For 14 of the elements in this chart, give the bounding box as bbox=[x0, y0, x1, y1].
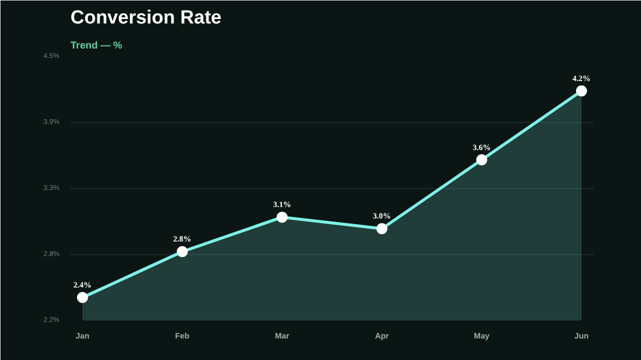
x-tick-label: Jan bbox=[76, 332, 90, 340]
x-tick-label: Jun bbox=[574, 332, 589, 340]
x-tick-label: May bbox=[474, 332, 490, 340]
chart-title: Conversion Rate bbox=[70, 8, 222, 28]
x-tick-label: Apr bbox=[375, 332, 389, 340]
data-label: 3.1% bbox=[273, 200, 292, 210]
data-label: 3.0% bbox=[372, 212, 391, 221]
data-label: 4.2% bbox=[572, 74, 591, 83]
data-label: 2.8% bbox=[173, 234, 192, 244]
data-label: 2.4% bbox=[73, 280, 92, 290]
data-label: 3.6% bbox=[472, 142, 491, 152]
chart-subtitle: Trend — % bbox=[70, 40, 122, 52]
x-tick-label: Feb bbox=[175, 332, 190, 340]
x-tick-label: Mar bbox=[274, 332, 290, 340]
